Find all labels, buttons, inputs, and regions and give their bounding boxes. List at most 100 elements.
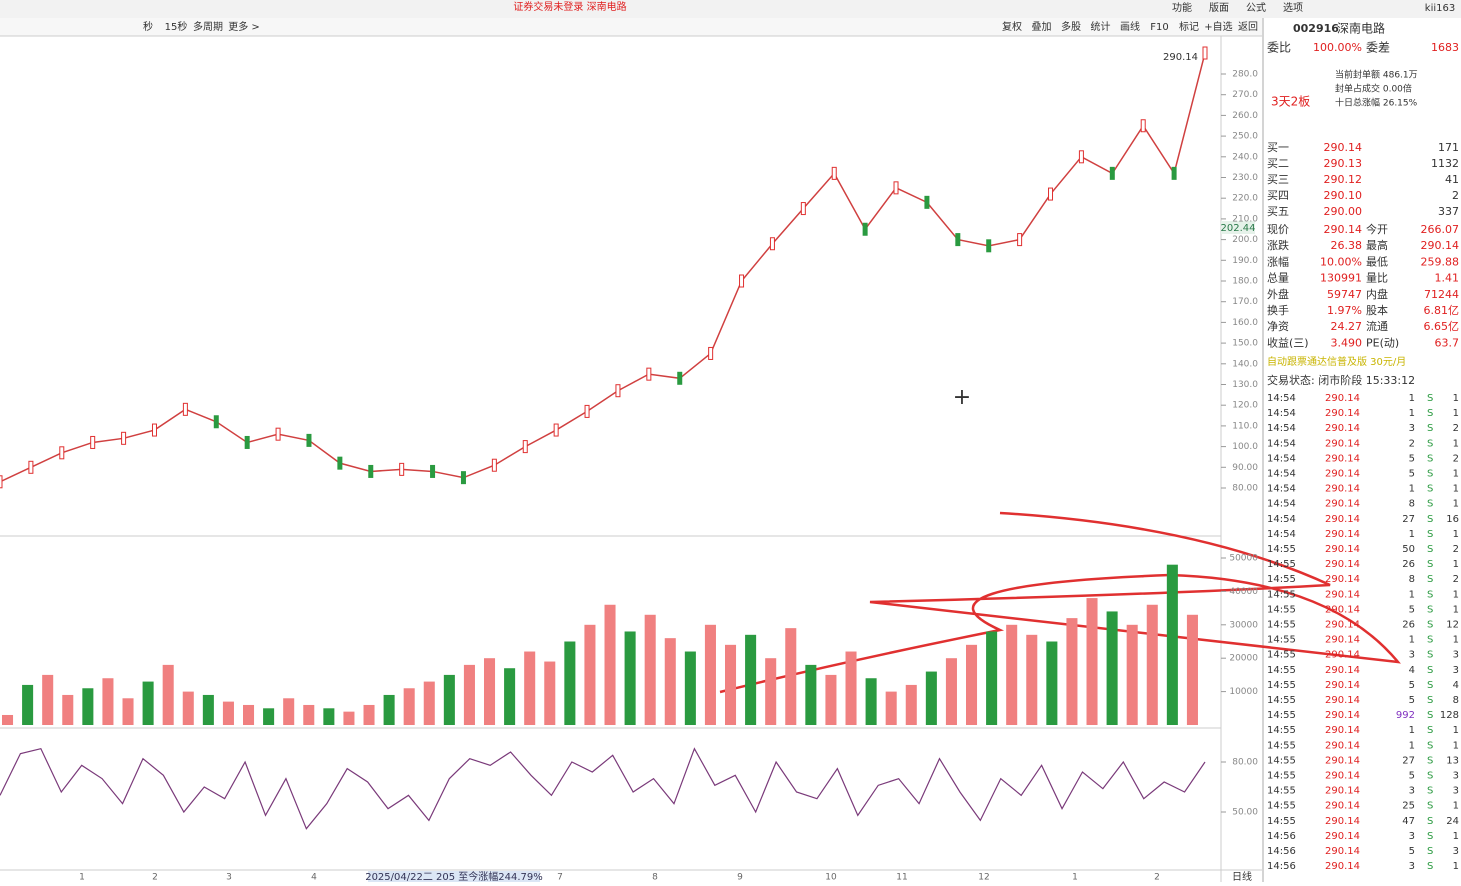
tick-cell: 1	[1409, 529, 1415, 540]
tick-cell: S	[1427, 469, 1433, 480]
bid-cell: 买二	[1267, 157, 1289, 170]
tick-cell: 1	[1453, 801, 1459, 812]
toolbar-button[interactable]: F10	[1150, 22, 1168, 33]
range-box	[368, 871, 540, 882]
y-tick-label: 90.00	[1232, 463, 1258, 473]
x-tick-label: 12	[978, 873, 989, 883]
tick-cell: 14:54	[1267, 423, 1296, 434]
weicha: 1683	[1431, 41, 1459, 54]
volume-bar	[1046, 641, 1058, 725]
y-tick-label: 210.0	[1232, 214, 1258, 224]
volume-bar	[805, 664, 817, 725]
tick-cell: 14:54	[1267, 408, 1296, 419]
toolbar-button[interactable]: 画线	[1120, 20, 1140, 33]
x-tick-label: 1	[79, 873, 85, 883]
volume-bar	[664, 638, 676, 725]
tick-cell: S	[1427, 544, 1433, 555]
y-tick-label: 130.0	[1232, 380, 1258, 390]
candle	[213, 415, 219, 429]
toolbar-button[interactable]: 返回	[1238, 21, 1258, 33]
tick-cell: S	[1427, 816, 1433, 827]
tick-cell: 3	[1453, 650, 1459, 661]
volume-bar	[624, 631, 636, 725]
tick-cell: 1	[1453, 604, 1459, 615]
current-tag	[1221, 221, 1255, 234]
tick-cell: 47	[1402, 816, 1415, 827]
tick-cell: 14:55	[1267, 620, 1296, 631]
y-tick-label: 80.00	[1232, 757, 1258, 767]
volume-bar	[604, 604, 616, 725]
y-tick-label: 80.00	[1232, 484, 1258, 494]
stat-cell: 266.07	[1421, 223, 1460, 236]
stat-cell: 1.97%	[1327, 304, 1362, 317]
candle	[28, 460, 34, 474]
volume-bar	[584, 624, 596, 725]
bid-cell: 290.00	[1324, 205, 1363, 218]
tick-cell: 14:54	[1267, 469, 1296, 480]
bid-cell: 买四	[1267, 189, 1289, 202]
price-line	[0, 52, 1206, 483]
board: 3天2板	[1271, 95, 1310, 109]
x-tick-label: 2	[152, 873, 158, 883]
toolbar-button[interactable]: 标记	[1179, 21, 1199, 33]
x-tick-label: 8	[652, 873, 658, 883]
toolbar-button[interactable]: +自选	[1204, 20, 1232, 33]
tick-cell: 3	[1453, 846, 1459, 857]
toolbar-button[interactable]: 叠加	[1032, 21, 1052, 33]
tick-cell: 14:55	[1267, 574, 1296, 585]
y-tick-label: 200.0	[1232, 235, 1258, 245]
volume-bar	[243, 704, 255, 725]
toolbar-button[interactable]: 统计	[1091, 20, 1111, 33]
volume-bar	[986, 631, 998, 725]
candle	[708, 346, 714, 360]
stat-cell: 涨幅	[1267, 255, 1289, 268]
tick-cell: 14:55	[1267, 635, 1296, 646]
tick-cell: 3	[1409, 786, 1415, 797]
x-tick-label: 1	[1072, 873, 1078, 883]
y-tick-label: 50000	[1229, 554, 1258, 564]
tick-cell: 14:55	[1267, 680, 1296, 691]
y-tick-label: 270.0	[1232, 90, 1258, 100]
tick-cell: 5	[1409, 604, 1415, 615]
tick-cell: 128	[1440, 710, 1459, 721]
tick-cell: 14:55	[1267, 710, 1296, 721]
volume-bar	[745, 634, 757, 725]
tick-cell: 1	[1453, 740, 1459, 751]
stat-cell: 现价	[1267, 223, 1289, 236]
tick-cell: S	[1427, 453, 1433, 464]
stat-cell: 量比	[1366, 272, 1388, 285]
candle	[769, 237, 775, 251]
volume-bar	[62, 694, 74, 725]
toolbar-button[interactable]: 多股	[1061, 20, 1081, 33]
oscillator-line	[0, 747, 1206, 830]
toolbar-button[interactable]: 复权	[1002, 20, 1022, 33]
volume-bar	[323, 708, 335, 725]
menu-item: 功能	[1172, 1, 1192, 14]
tick-cell: 290.14	[1325, 725, 1360, 736]
stat-cell: 涨跌	[1267, 238, 1289, 252]
candle	[646, 367, 652, 381]
tick-cell: 5	[1409, 846, 1415, 857]
tick-cell: 992	[1396, 710, 1415, 721]
tick-cell: 1	[1453, 635, 1459, 646]
tick-cell: S	[1427, 771, 1433, 782]
tick-cell: 1	[1453, 408, 1459, 419]
candle	[182, 402, 188, 416]
tick-cell: S	[1427, 831, 1433, 842]
volume-bar	[343, 711, 355, 725]
bid-cell: 买三	[1267, 173, 1289, 186]
volume-bar	[463, 664, 475, 725]
volume-bar	[725, 644, 737, 725]
candle	[522, 440, 528, 454]
tick-cell: 25	[1402, 801, 1415, 812]
tick-cell: 290.14	[1325, 831, 1360, 842]
tick-cell: 14:56	[1267, 861, 1296, 872]
volume-bar	[885, 691, 897, 725]
tick-cell: 14:56	[1267, 831, 1296, 842]
tick-cell: S	[1427, 635, 1433, 646]
tick-cell: 14:55	[1267, 695, 1296, 706]
tick-cell: 8	[1409, 499, 1415, 510]
tick-cell: 14:54	[1267, 499, 1296, 510]
tick-cell: 290.14	[1325, 635, 1360, 646]
tick-cell: S	[1427, 801, 1433, 812]
